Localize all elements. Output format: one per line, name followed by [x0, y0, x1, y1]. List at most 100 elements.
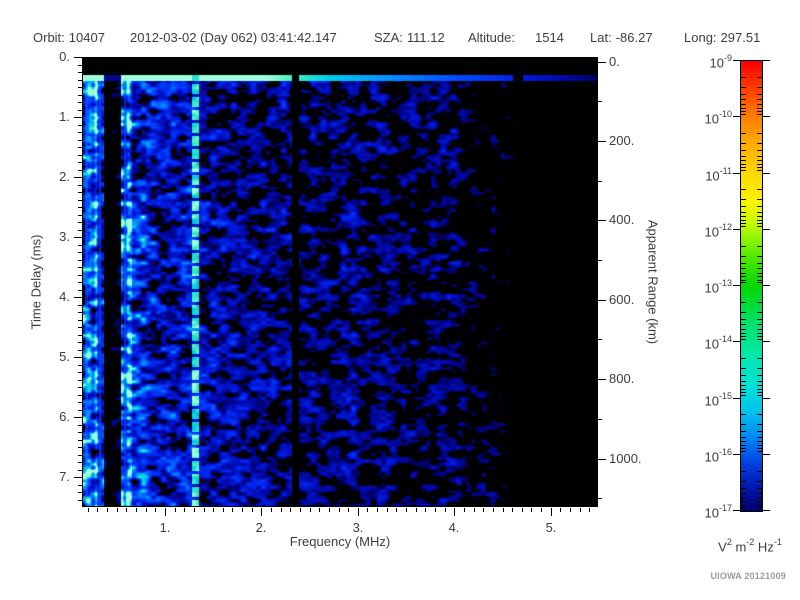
colorbar-tick: [757, 336, 762, 337]
colorbar-tick: [741, 108, 746, 109]
colorbar-tick: [741, 263, 746, 264]
colorbar-tick: [741, 133, 746, 134]
axis-tick: [78, 372, 82, 373]
colorbar-tick: [741, 507, 746, 508]
axis-tick: [184, 508, 185, 512]
axis-tick: [74, 117, 82, 118]
axis-tick: [78, 170, 82, 171]
axis-tick: [78, 162, 82, 163]
colorbar-tick: [763, 229, 770, 230]
axis-tick: [435, 508, 436, 512]
y-tick-label: 5.: [59, 349, 70, 364]
colorbar-tick: [757, 212, 762, 213]
colorbar-tick: [741, 481, 746, 482]
axis-tick: [580, 508, 581, 512]
axis-tick: [78, 327, 82, 328]
axis-tick: [78, 492, 82, 493]
axis-tick: [78, 185, 82, 186]
colorbar-tick: [757, 156, 762, 157]
colorbar-tick: [757, 424, 762, 425]
axis-tick: [78, 485, 82, 486]
datetime-value: 2012-03-02 (Day 062) 03:41:42.147: [130, 30, 337, 45]
colorbar-tick: [757, 189, 762, 190]
y-tick-label: 0.: [59, 49, 70, 64]
colorbar-tick: [741, 441, 746, 442]
axis-tick: [74, 177, 82, 178]
axis-tick: [300, 508, 301, 512]
axis-tick: [74, 57, 82, 58]
axis-tick: [367, 508, 368, 512]
axis-tick: [425, 508, 426, 512]
colorbar-tick: [757, 276, 762, 277]
axis-tick: [319, 508, 320, 512]
colorbar-tick: [757, 441, 762, 442]
colorbar-tick: [741, 276, 746, 277]
colorbar-tick: [757, 226, 762, 227]
colorbar-tick: [757, 206, 762, 207]
colorbar-tick: [757, 94, 762, 95]
colorbar-tick: [741, 312, 746, 313]
colorbar-tick: [757, 451, 762, 452]
axis-tick: [74, 297, 82, 298]
colorbar-tick: [757, 414, 762, 415]
axis-tick: [78, 387, 82, 388]
colorbar-tick: [757, 368, 762, 369]
colorbar-tick: [741, 336, 746, 337]
colorbar-tick: [763, 285, 770, 286]
colorbar-tick: [741, 143, 746, 144]
axis-tick: [598, 181, 602, 182]
orbit-value: 10407: [68, 30, 105, 45]
colorbar-tick: [733, 454, 740, 455]
colorbar-tick: [757, 445, 762, 446]
colorbar-tick-label: 10-16: [704, 447, 732, 465]
colorbar-tick: [741, 498, 746, 499]
axis-tick: [78, 155, 82, 156]
axis-tick: [78, 140, 82, 141]
y2-tick-label: 0.: [609, 54, 620, 69]
y-axis-title: Time Delay (ms): [28, 234, 44, 330]
colorbar-tick: [741, 216, 746, 217]
header-long: Long: 297.51: [684, 30, 760, 45]
lat-value: -86.27: [615, 30, 653, 45]
axis-tick: [78, 110, 82, 111]
colorbar-tick: [741, 451, 746, 452]
axis-tick: [348, 508, 349, 512]
y-tick-label: 1.: [59, 109, 70, 124]
colorbar-tick: [741, 246, 746, 247]
colorbar-tick-label: 10-12: [704, 222, 732, 240]
axis-tick: [464, 508, 465, 512]
colorbar-tick: [757, 507, 762, 508]
axis-tick: [78, 335, 82, 336]
axis-tick: [483, 508, 484, 512]
axis-tick: [74, 357, 82, 358]
colorbar-tick: [757, 339, 762, 340]
axis-tick: [88, 508, 89, 512]
axis-tick: [78, 275, 82, 276]
colorbar-tick: [741, 431, 746, 432]
axis-tick: [78, 282, 82, 283]
colorbar-tick-label: 10-17: [704, 503, 732, 521]
colorbar-tick: [733, 173, 740, 174]
axis-tick: [78, 230, 82, 231]
colorbar-tick: [741, 375, 746, 376]
axis-tick: [271, 508, 272, 512]
axis-tick: [78, 410, 82, 411]
axis-tick: [213, 508, 214, 512]
axis-tick: [598, 260, 602, 261]
colorbar-tick: [741, 471, 746, 472]
colorbar-tick: [757, 273, 762, 274]
axis-tick: [598, 379, 606, 380]
colorbar-tick: [757, 150, 762, 151]
colorbar-tick: [741, 448, 746, 449]
colorbar-tick: [763, 398, 770, 399]
axis-tick: [598, 300, 606, 301]
axis-tick: [78, 290, 82, 291]
axis-tick: [78, 380, 82, 381]
colorbar-tick: [741, 94, 746, 95]
colorbar-tick: [757, 389, 762, 390]
colorbar-tick: [757, 280, 762, 281]
long-value: 297.51: [720, 30, 761, 45]
axis-tick: [598, 459, 606, 460]
axis-tick: [78, 72, 82, 73]
axis-tick: [78, 147, 82, 148]
